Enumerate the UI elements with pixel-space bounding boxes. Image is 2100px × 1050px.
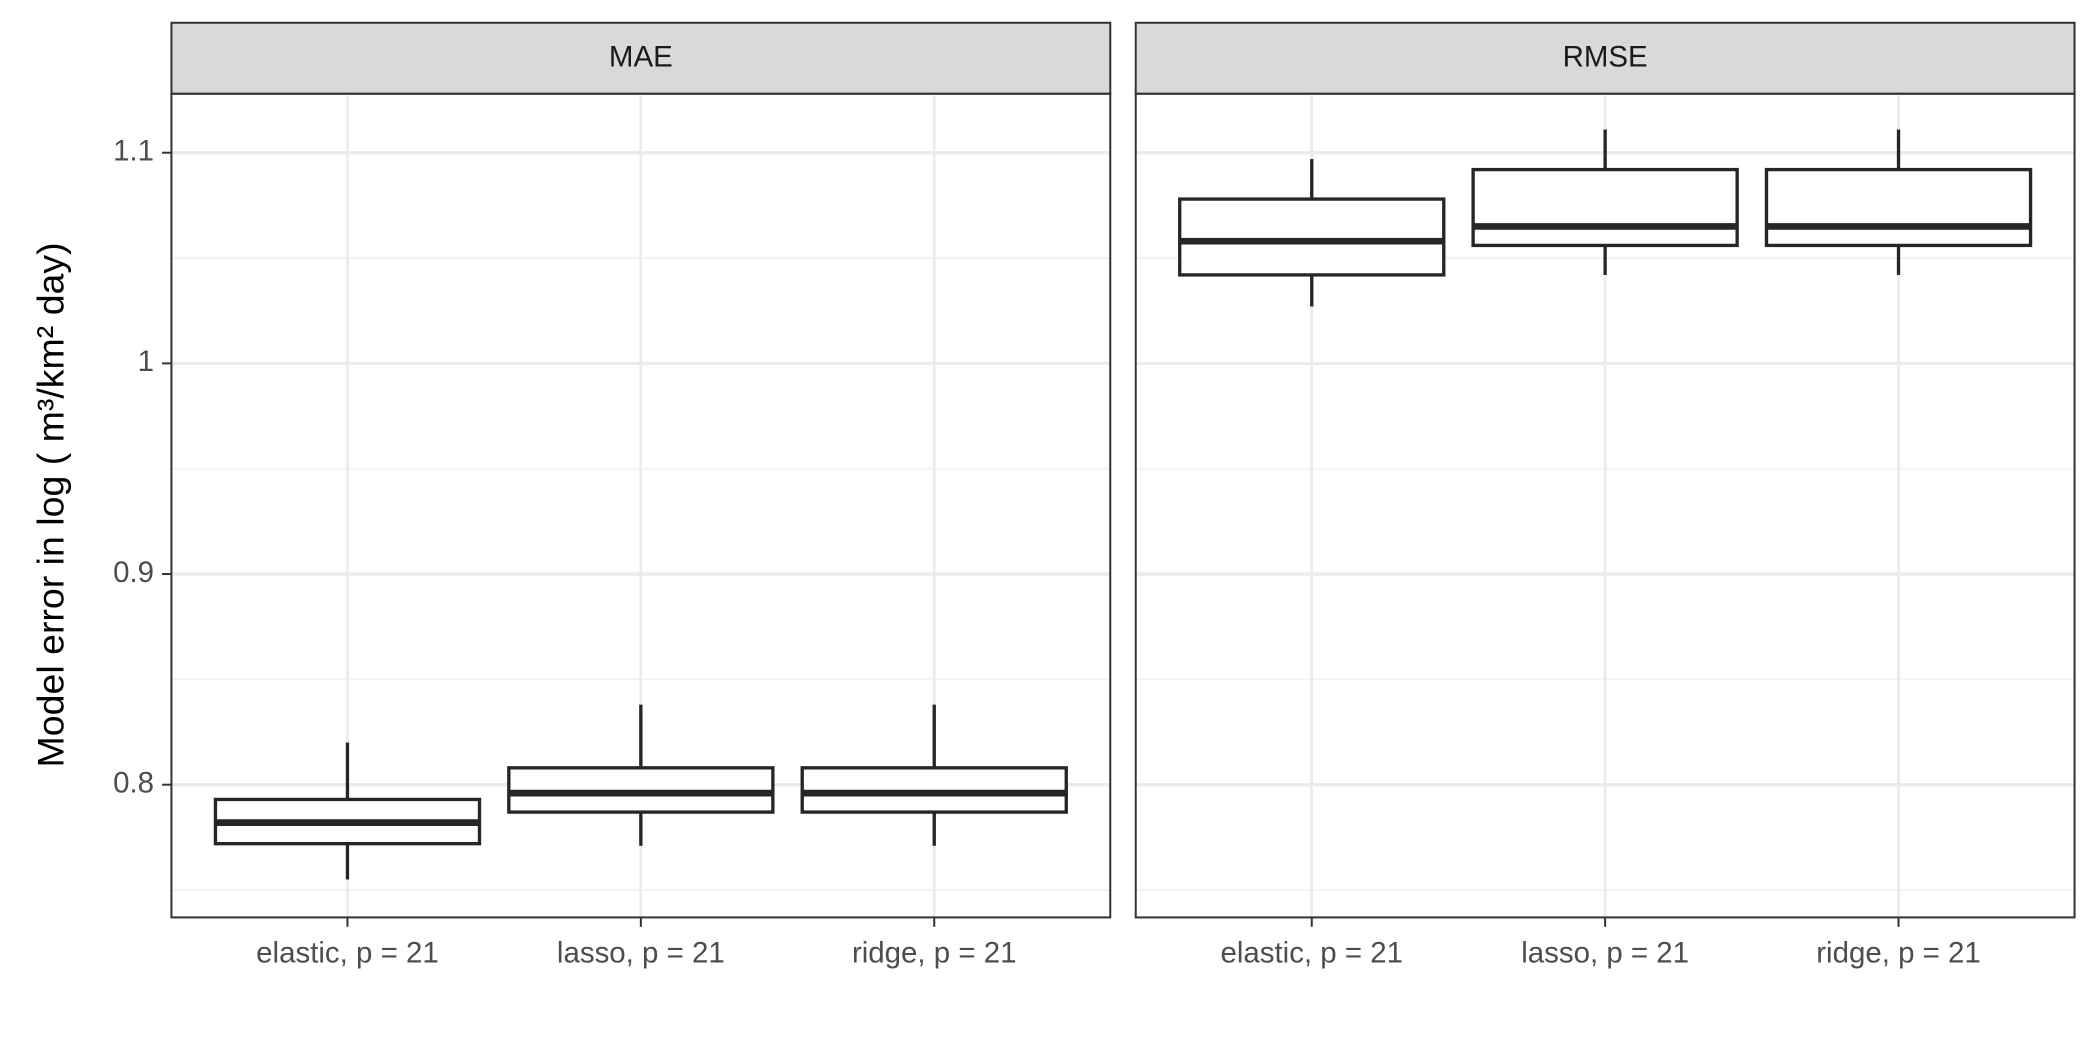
facet-title: MAE: [609, 41, 673, 74]
facet-title: RMSE: [1563, 41, 1648, 74]
x-tick-label: elastic, p = 21: [1220, 937, 1403, 970]
y-tick-label: 1: [138, 345, 154, 378]
y-tick-label: 1.1: [113, 135, 154, 168]
panel-border: [170, 92, 1112, 919]
y-tick-label: 0.8: [113, 766, 154, 799]
panel-border: [1134, 92, 2076, 919]
y-tick-label: 0.9: [113, 556, 154, 589]
x-tick-label: lasso, p = 21: [557, 937, 725, 970]
strip: [1134, 21, 2076, 95]
x-tick-label: ridge, p = 21: [1816, 937, 1981, 970]
box: [1178, 197, 1446, 277]
box: [1764, 167, 2033, 248]
x-tick-label: ridge, p = 21: [852, 937, 1017, 970]
box: [1471, 167, 1739, 248]
strip: [170, 21, 1112, 95]
x-tick-label: lasso, p = 21: [1521, 937, 1689, 970]
y-axis-label: Model error in log ( m³/km² day): [29, 242, 71, 767]
x-tick-label: elastic, p = 21: [256, 937, 439, 970]
